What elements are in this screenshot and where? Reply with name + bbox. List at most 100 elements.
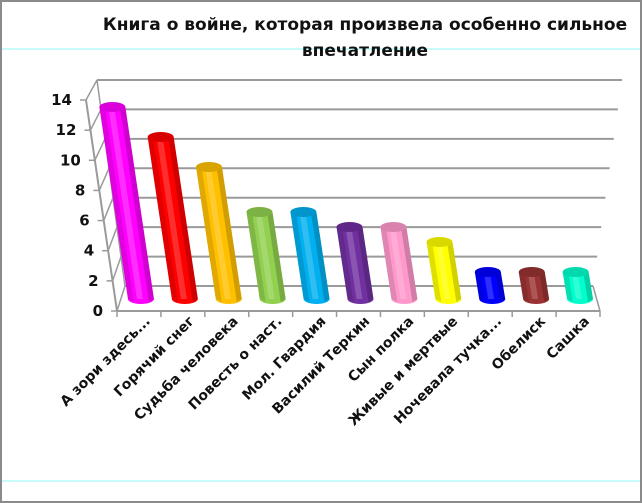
- y-tick-label: 0: [93, 302, 103, 320]
- gridline-side: [85, 79, 98, 101]
- bar-shade: [380, 227, 398, 302]
- bar-body: [426, 242, 462, 304]
- bar-highlight: [156, 137, 187, 299]
- bar-body: [336, 227, 374, 304]
- gridline-side: [89, 109, 102, 131]
- bar: [474, 267, 506, 304]
- y-tick-label: 4: [84, 242, 94, 260]
- bar-shade: [562, 272, 574, 302]
- bar-highlight: [435, 242, 451, 299]
- bar-top-shade: [290, 207, 317, 217]
- bar: [246, 207, 286, 304]
- bar-shade: [147, 137, 178, 302]
- bar-shade: [336, 227, 354, 302]
- bar-top-shade: [147, 132, 174, 142]
- bar-shade: [216, 167, 242, 302]
- bar: [195, 162, 242, 304]
- bar-top: [195, 162, 222, 172]
- bar-highlight: [204, 167, 231, 299]
- bar-shade: [311, 212, 330, 302]
- bar-highlight: [345, 227, 363, 299]
- bar-shade: [195, 167, 222, 302]
- bar-top-shade: [518, 267, 545, 277]
- bar: [518, 267, 550, 304]
- gridline-side: [111, 256, 122, 282]
- bar-body: [147, 137, 198, 304]
- bar-shade: [267, 212, 286, 302]
- gridline-side: [107, 226, 118, 251]
- bar-shade: [447, 242, 462, 302]
- bar-shade: [474, 272, 486, 302]
- bar-highlight: [108, 107, 143, 299]
- bar-top: [562, 267, 589, 277]
- gridline-side: [94, 138, 106, 161]
- bar-top-shade: [426, 237, 453, 247]
- bar-shade: [426, 242, 442, 302]
- bar-shade: [401, 227, 418, 302]
- bar-body: [380, 227, 418, 304]
- bar-body: [246, 212, 286, 304]
- bar: [562, 267, 594, 304]
- bar: [336, 222, 374, 304]
- gridline-side: [98, 167, 110, 191]
- bar-body: [99, 107, 154, 304]
- bar-shade: [518, 272, 530, 302]
- y-tick-label: 12: [56, 121, 77, 139]
- divider-bottom: [2, 480, 640, 482]
- bar-top: [99, 102, 126, 112]
- bar-top-shade: [336, 222, 363, 232]
- bar-top: [380, 222, 407, 232]
- bar-top-shade: [99, 102, 126, 112]
- bar-top-shade: [195, 162, 222, 172]
- bar-top: [474, 267, 501, 277]
- bar-top: [147, 132, 174, 142]
- bar-top-shade: [474, 267, 501, 277]
- x-category-label: Горячий снег: [111, 314, 198, 401]
- bar-top: [426, 237, 453, 247]
- bar-body: [195, 167, 242, 304]
- bar-top: [290, 207, 317, 217]
- bar: [426, 237, 462, 304]
- bar-shade: [495, 272, 506, 302]
- divider-top: [2, 48, 640, 50]
- bar-highlight: [299, 212, 319, 299]
- bar-body: [518, 272, 550, 304]
- gridline-side: [103, 197, 114, 221]
- bar-shade: [357, 227, 374, 302]
- bar-shade: [168, 137, 198, 302]
- bar-highlight: [255, 212, 275, 299]
- bar-shade: [539, 272, 550, 302]
- y-tick-label: 2: [88, 272, 98, 290]
- bar-top-shade: [380, 222, 407, 232]
- y-tick-label: 10: [60, 151, 81, 169]
- y-axis: [85, 99, 118, 312]
- bar-top-shade: [246, 207, 273, 217]
- bar-highlight: [389, 227, 407, 299]
- floor-right-edge: [592, 285, 601, 312]
- bar-top-shade: [562, 267, 589, 277]
- bar-shade: [290, 212, 310, 302]
- chart-title-line1: Книга о войне, которая произвела особенн…: [102, 15, 628, 35]
- bar: [147, 132, 198, 304]
- bar: [99, 102, 154, 304]
- bar: [290, 207, 330, 304]
- bar-highlight: [571, 272, 583, 299]
- bar-highlight: [527, 272, 539, 299]
- y-tick-label: 14: [51, 91, 72, 109]
- bar-highlight: [483, 272, 495, 299]
- bar-top: [336, 222, 363, 232]
- bar-body: [290, 212, 330, 304]
- gridline-side: [116, 285, 126, 312]
- y-tick-label: 6: [79, 212, 89, 230]
- bar-body: [562, 272, 594, 304]
- bar-shade: [246, 212, 266, 302]
- bar: [380, 222, 418, 304]
- bar-shade: [120, 107, 154, 302]
- y-tick-label: 8: [75, 181, 85, 199]
- chart-title-line2: впечатление: [301, 41, 429, 61]
- bar-top: [518, 267, 545, 277]
- bar-shade: [99, 107, 134, 302]
- chart-title: Книга о войне, которая произвела особенн…: [100, 12, 630, 64]
- bar-shade: [583, 272, 594, 302]
- x-category-label: Сашка: [544, 314, 593, 363]
